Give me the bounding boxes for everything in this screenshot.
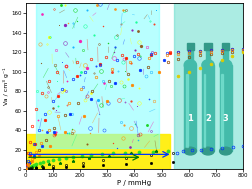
Bar (25, 134, 170, 169)
Ellipse shape (184, 60, 197, 70)
Bar (186, 74, 187, 147)
Bar (184, 65, 197, 151)
X-axis label: P / mmHg: P / mmHg (117, 180, 151, 186)
Text: 3: 3 (223, 114, 229, 123)
Bar (204, 43, 212, 50)
Bar (219, 65, 232, 151)
Ellipse shape (202, 147, 214, 155)
Bar (206, 50, 210, 65)
Ellipse shape (202, 60, 214, 70)
Ellipse shape (219, 60, 232, 70)
Bar (187, 43, 194, 50)
Bar (174, 3, 243, 169)
Bar (202, 65, 214, 151)
Bar (222, 74, 223, 147)
Bar (222, 43, 229, 50)
Bar (204, 74, 205, 147)
Text: 2: 2 (205, 114, 211, 123)
Text: 1: 1 (187, 114, 193, 123)
Bar (223, 50, 228, 65)
Bar (37, 3, 159, 148)
Bar (188, 50, 193, 65)
Ellipse shape (219, 147, 232, 155)
Y-axis label: Va / cm³ g⁻¹: Va / cm³ g⁻¹ (4, 67, 10, 105)
Ellipse shape (184, 147, 197, 155)
